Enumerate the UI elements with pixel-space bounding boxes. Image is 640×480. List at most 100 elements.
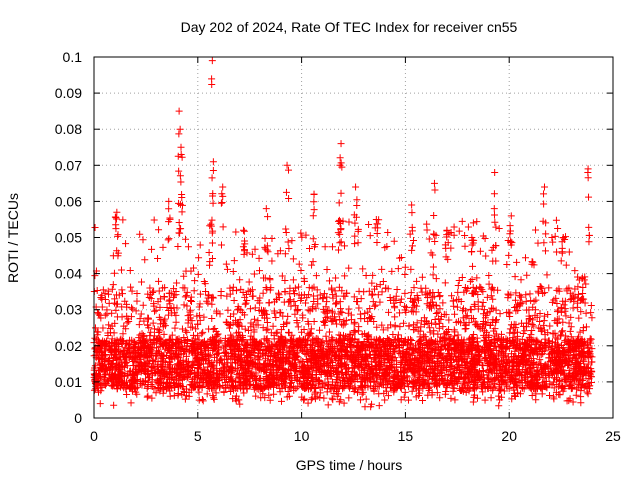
data-point bbox=[168, 352, 176, 360]
data-point bbox=[189, 344, 197, 352]
data-point bbox=[232, 228, 240, 236]
data-point bbox=[399, 353, 407, 361]
data-point bbox=[180, 272, 188, 280]
data-point bbox=[405, 396, 412, 404]
data-point bbox=[329, 359, 337, 367]
data-point bbox=[155, 287, 163, 295]
data-point bbox=[483, 293, 491, 301]
data-point bbox=[335, 310, 343, 318]
data-point bbox=[479, 299, 487, 307]
data-point bbox=[453, 303, 461, 311]
data-point bbox=[472, 284, 480, 292]
data-point bbox=[343, 364, 351, 372]
data-point bbox=[552, 334, 560, 342]
data-point bbox=[378, 288, 386, 296]
data-point bbox=[411, 380, 419, 388]
data-point bbox=[228, 333, 236, 341]
data-point bbox=[368, 279, 376, 287]
data-point bbox=[332, 292, 340, 300]
data-point bbox=[182, 327, 190, 335]
data-point bbox=[401, 289, 409, 297]
data-point bbox=[579, 349, 587, 357]
data-point bbox=[454, 331, 462, 339]
data-point bbox=[150, 307, 158, 315]
data-point bbox=[513, 332, 521, 340]
data-point bbox=[203, 390, 211, 398]
data-point bbox=[308, 394, 316, 402]
data-point bbox=[289, 276, 297, 284]
data-point bbox=[541, 247, 549, 255]
data-point bbox=[245, 364, 253, 372]
data-point bbox=[298, 291, 306, 299]
data-point bbox=[572, 340, 580, 348]
data-point bbox=[461, 232, 469, 240]
data-point bbox=[476, 356, 484, 364]
data-point bbox=[335, 216, 343, 224]
data-point bbox=[223, 292, 231, 300]
data-point bbox=[190, 287, 198, 295]
data-point bbox=[224, 306, 232, 314]
data-point bbox=[402, 356, 410, 364]
data-point bbox=[559, 387, 567, 395]
data-point bbox=[572, 368, 580, 376]
data-point bbox=[471, 368, 479, 376]
data-point bbox=[354, 239, 362, 247]
data-point bbox=[532, 226, 540, 234]
data-point bbox=[112, 306, 120, 314]
data-point bbox=[255, 267, 263, 275]
data-point bbox=[241, 325, 249, 333]
data-point bbox=[468, 344, 476, 352]
data-point bbox=[316, 346, 324, 354]
data-point bbox=[384, 392, 392, 400]
data-point bbox=[470, 384, 478, 392]
data-point bbox=[503, 260, 511, 268]
data-point bbox=[343, 289, 351, 297]
data-point bbox=[410, 284, 418, 292]
data-point bbox=[198, 330, 206, 338]
data-point bbox=[495, 392, 503, 400]
data-point bbox=[299, 314, 307, 322]
data-point bbox=[340, 292, 348, 300]
data-point bbox=[144, 392, 152, 400]
data-point bbox=[537, 384, 545, 392]
data-point bbox=[473, 218, 481, 226]
data-point bbox=[553, 308, 561, 316]
data-point bbox=[284, 328, 292, 336]
data-point bbox=[574, 381, 582, 389]
data-point bbox=[155, 226, 163, 234]
data-point bbox=[125, 345, 133, 353]
data-point bbox=[252, 369, 260, 377]
data-point bbox=[272, 329, 280, 337]
data-point bbox=[443, 381, 451, 389]
data-point bbox=[156, 327, 164, 335]
data-point bbox=[101, 296, 109, 304]
data-point bbox=[281, 335, 289, 343]
data-point bbox=[290, 362, 298, 370]
data-point bbox=[454, 364, 462, 372]
data-point bbox=[537, 327, 545, 335]
data-point bbox=[471, 385, 479, 393]
data-point bbox=[428, 389, 436, 397]
data-point bbox=[562, 312, 570, 320]
data-point bbox=[323, 298, 331, 306]
data-point bbox=[480, 379, 488, 387]
data-point bbox=[530, 363, 538, 371]
data-point bbox=[140, 317, 148, 325]
data-point bbox=[297, 357, 305, 365]
data-point bbox=[196, 241, 204, 249]
data-point bbox=[332, 274, 340, 282]
data-point bbox=[397, 253, 405, 261]
data-point bbox=[394, 265, 402, 273]
data-point bbox=[291, 302, 299, 310]
data-point bbox=[521, 376, 529, 384]
data-point bbox=[291, 340, 299, 348]
data-point bbox=[569, 304, 577, 312]
data-point bbox=[329, 317, 337, 325]
data-point bbox=[571, 359, 579, 367]
data-point bbox=[322, 309, 330, 317]
data-point bbox=[194, 270, 202, 278]
data-point bbox=[396, 298, 404, 306]
data-point bbox=[541, 335, 549, 343]
data-point bbox=[408, 349, 416, 357]
data-point bbox=[155, 384, 163, 392]
